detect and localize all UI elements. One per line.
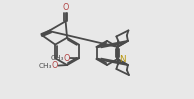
Text: O: O <box>63 54 69 62</box>
Text: O: O <box>51 61 58 70</box>
Text: CH₃: CH₃ <box>51 55 64 61</box>
Text: O: O <box>63 3 69 12</box>
Text: CH₃: CH₃ <box>39 63 53 69</box>
Text: N: N <box>120 55 126 64</box>
